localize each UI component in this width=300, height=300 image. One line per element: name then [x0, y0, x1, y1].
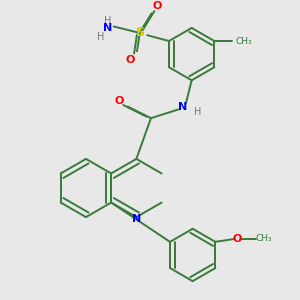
Text: CH₃: CH₃: [255, 234, 272, 243]
Text: S: S: [135, 26, 144, 39]
Text: O: O: [153, 1, 162, 11]
Text: H: H: [97, 32, 104, 42]
Text: O: O: [125, 55, 134, 65]
Text: CH₃: CH₃: [235, 37, 252, 46]
Text: H: H: [104, 16, 112, 26]
Text: N: N: [103, 23, 112, 33]
Text: N: N: [178, 101, 188, 112]
Text: O: O: [114, 96, 124, 106]
Text: N: N: [132, 214, 141, 224]
Text: O: O: [232, 234, 242, 244]
Text: H: H: [194, 107, 201, 117]
